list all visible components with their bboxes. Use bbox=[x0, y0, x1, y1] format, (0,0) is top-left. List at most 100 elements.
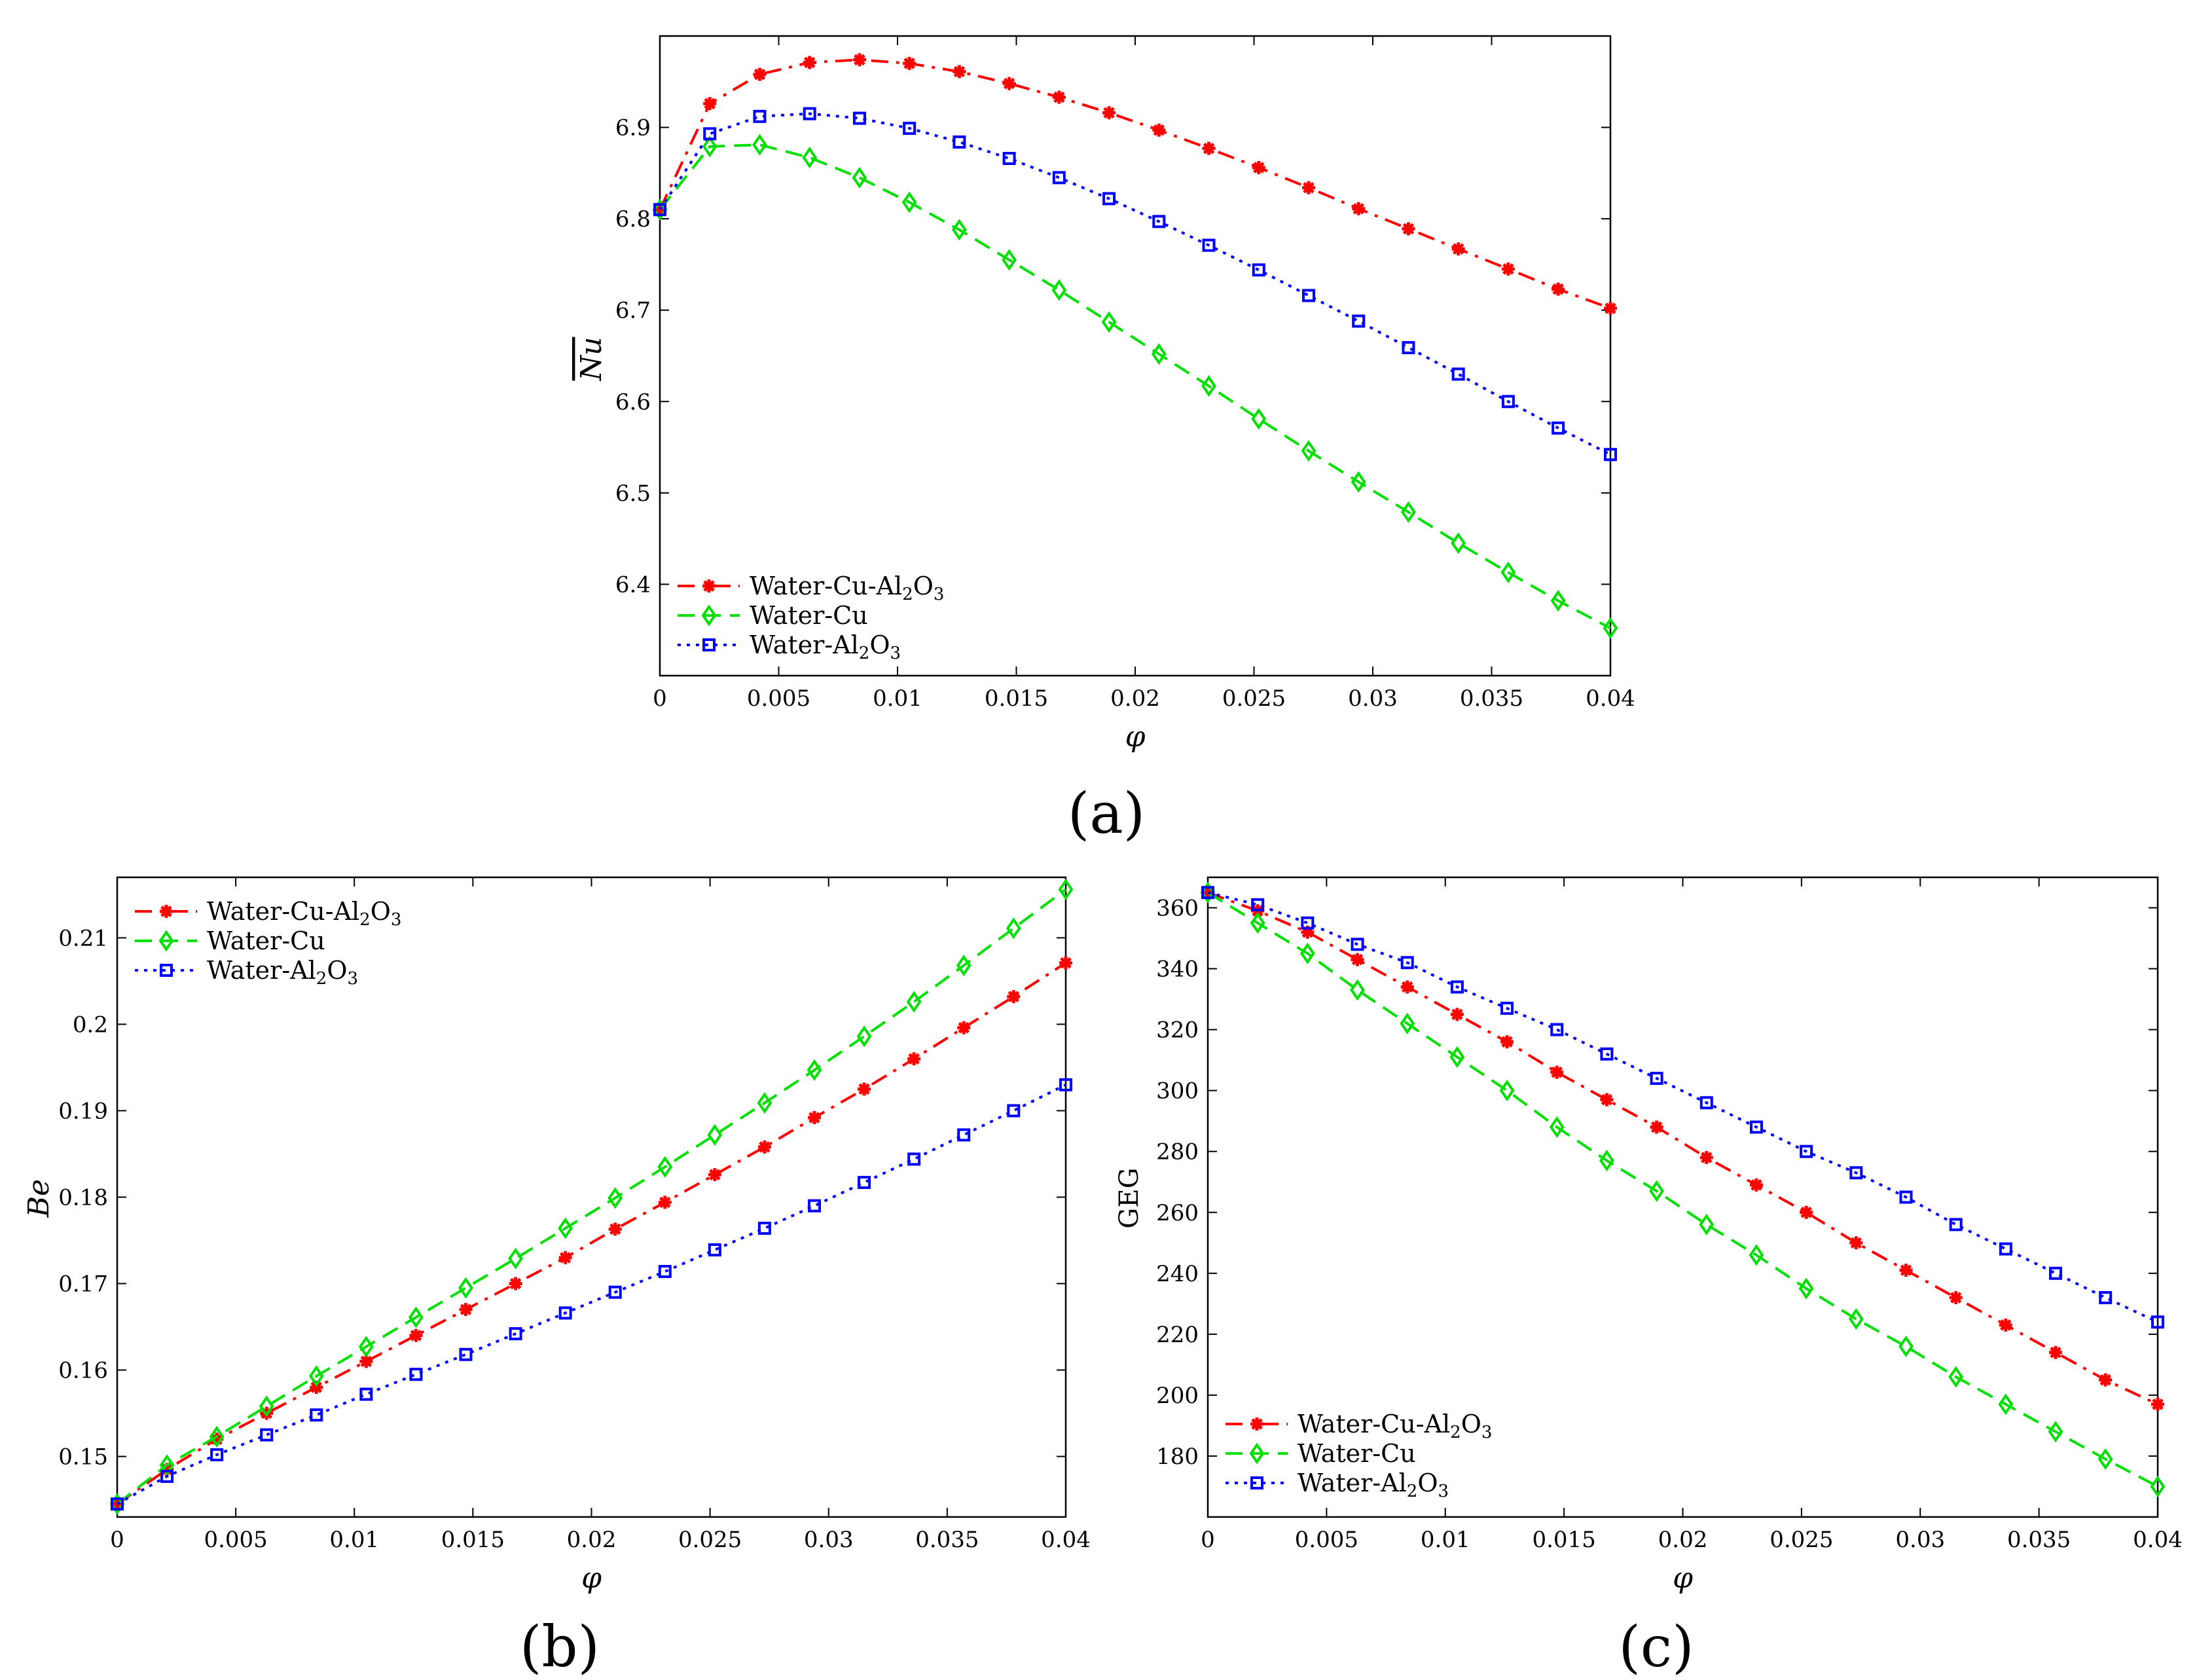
data-point bbox=[1600, 1093, 1614, 1106]
data-point bbox=[1402, 340, 1415, 354]
data-point bbox=[658, 1265, 672, 1279]
data-point bbox=[608, 1187, 623, 1209]
x-tick-label: 0.035 bbox=[2007, 1527, 2071, 1553]
data-point bbox=[1251, 408, 1267, 430]
series-line bbox=[659, 143, 1611, 630]
text-run: Water-Cu-Al bbox=[1298, 1410, 1450, 1438]
text-run: O bbox=[1461, 1410, 1481, 1438]
data-point bbox=[1999, 1318, 2012, 1332]
data-point bbox=[852, 166, 867, 189]
series-line bbox=[1207, 891, 2158, 1406]
data-point bbox=[2151, 1397, 2164, 1411]
data-point bbox=[2099, 1291, 2113, 1305]
data-point bbox=[1501, 395, 1515, 409]
x-tick-label: 0.04 bbox=[1041, 1527, 1091, 1553]
y-axis-label: Nu bbox=[575, 337, 608, 382]
data-point bbox=[1007, 990, 1021, 1004]
data-point bbox=[1849, 1166, 1863, 1180]
y-tick-label: 320 bbox=[1156, 1017, 1199, 1044]
y-tick-label: 360 bbox=[1156, 896, 1199, 922]
data-point bbox=[2048, 1421, 2063, 1443]
data-point bbox=[1998, 1393, 2014, 1415]
y-tick-label: 0.15 bbox=[58, 1444, 108, 1470]
legend-label: Water-Cu bbox=[1298, 1439, 1416, 1468]
data-point bbox=[2150, 1475, 2166, 1497]
subscript: 3 bbox=[347, 969, 358, 989]
data-point bbox=[1002, 77, 1016, 90]
text-run: Water-Cu bbox=[1298, 1439, 1416, 1468]
data-point bbox=[1301, 181, 1315, 194]
text-run: Water-Al bbox=[750, 630, 859, 659]
legend-label: Water-Al2O3 bbox=[207, 956, 358, 989]
data-point bbox=[1798, 1277, 1814, 1300]
data-point bbox=[703, 97, 717, 111]
data-point bbox=[1699, 1151, 1713, 1165]
x-tick-label: 0 bbox=[110, 1527, 124, 1553]
legend-label: Water-Cu-Al2O3 bbox=[1298, 1410, 1492, 1442]
data-point bbox=[1006, 917, 1021, 940]
data-point bbox=[1352, 202, 1366, 215]
data-point bbox=[903, 56, 917, 70]
legend-marker bbox=[158, 930, 174, 952]
data-point bbox=[903, 121, 917, 135]
data-point bbox=[1500, 561, 1516, 583]
y-tick-label: 0.16 bbox=[58, 1358, 108, 1384]
chart-panel-3: 0 0.005 0.01 0.015 0.02 0.025 0.03 0.035 0.04 180… bbox=[1114, 876, 2183, 1680]
data-point bbox=[808, 1111, 822, 1125]
data-point bbox=[1898, 1335, 1914, 1357]
data-point bbox=[1151, 343, 1167, 365]
series-line bbox=[116, 888, 1067, 1505]
data-point bbox=[702, 136, 717, 158]
text-run: O bbox=[1417, 1469, 1438, 1497]
subscript: 3 bbox=[934, 585, 945, 604]
legend-marker bbox=[702, 579, 716, 593]
x-tick-label: 0.04 bbox=[2133, 1527, 2183, 1553]
data-point bbox=[802, 147, 818, 169]
data-point bbox=[1401, 501, 1416, 523]
data-point bbox=[2049, 1266, 2063, 1280]
data-point bbox=[907, 1052, 921, 1066]
data-point bbox=[1202, 238, 1216, 252]
data-point bbox=[359, 1355, 373, 1368]
x-tick-label: 0.01 bbox=[329, 1527, 379, 1553]
x-tick-label: 0.035 bbox=[915, 1527, 979, 1553]
data-point bbox=[1604, 301, 1617, 315]
data-point bbox=[260, 1428, 274, 1442]
subscript: 3 bbox=[391, 910, 402, 930]
legend-label: Water-Cu-Al2O3 bbox=[750, 572, 944, 604]
x-tick-label: 0.005 bbox=[1295, 1527, 1358, 1553]
series-water-cu-al2o3 bbox=[653, 53, 1617, 315]
x-tick-label: 0.025 bbox=[1770, 1527, 1833, 1553]
data-point bbox=[807, 1059, 822, 1081]
data-point bbox=[111, 1497, 124, 1511]
subscript: 2 bbox=[359, 910, 371, 930]
legend-marker bbox=[701, 604, 717, 627]
data-point bbox=[852, 111, 866, 125]
series-water-cu bbox=[652, 134, 1618, 639]
legend-marker bbox=[1250, 1476, 1263, 1489]
data-point bbox=[210, 1433, 224, 1446]
data-point bbox=[1650, 1120, 1663, 1134]
data-point bbox=[509, 1277, 522, 1290]
data-point bbox=[2099, 1373, 2113, 1387]
y-tick-label: 180 bbox=[1156, 1444, 1199, 1470]
data-point bbox=[1152, 123, 1166, 137]
data-point bbox=[1552, 421, 1565, 435]
data-point bbox=[358, 1336, 374, 1358]
y-tick-label: 0.18 bbox=[58, 1185, 108, 1211]
data-point bbox=[459, 1347, 473, 1361]
data-point bbox=[1059, 956, 1072, 970]
data-point bbox=[1849, 1236, 1863, 1250]
series-line bbox=[1207, 891, 2158, 1324]
data-point bbox=[160, 1469, 174, 1483]
series-water-cu-al2o3 bbox=[1201, 886, 2164, 1411]
data-point bbox=[1749, 1178, 1763, 1192]
data-point bbox=[1301, 289, 1315, 302]
series-line bbox=[1207, 891, 2158, 1488]
data-point bbox=[1052, 171, 1066, 185]
series-line bbox=[117, 1084, 1066, 1505]
data-point bbox=[1999, 1242, 2012, 1256]
y-tick-label: 6.8 bbox=[615, 206, 651, 232]
